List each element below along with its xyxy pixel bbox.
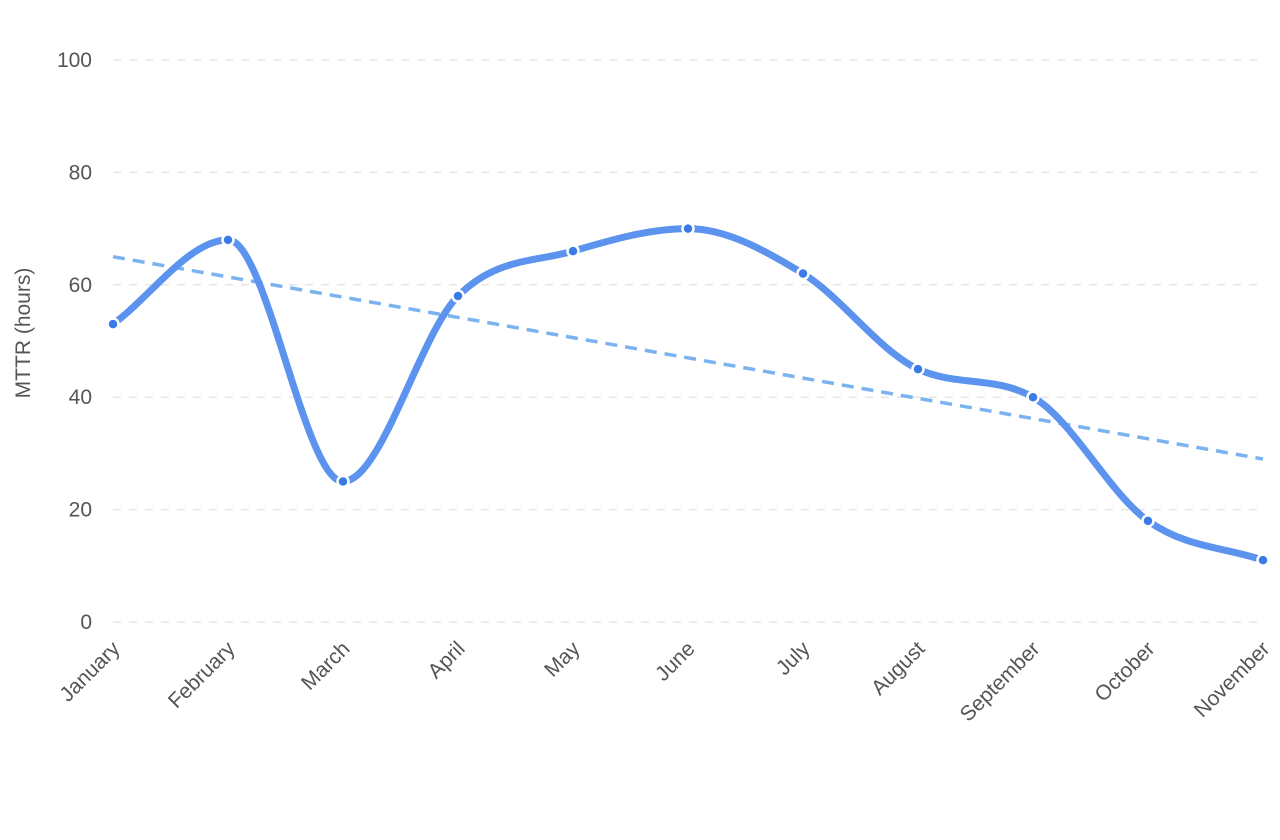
x-tick-label: July <box>772 637 815 680</box>
y-tick-label: 100 <box>57 49 92 72</box>
series-layer <box>109 225 1267 564</box>
data-point <box>911 362 925 376</box>
y-tick-label: 40 <box>69 386 92 409</box>
data-point <box>566 244 580 258</box>
data-point <box>106 317 120 331</box>
data-point <box>221 233 235 247</box>
x-tick-label: May <box>540 637 585 682</box>
x-tick-label: September <box>956 637 1045 726</box>
x-tick-label: January <box>55 637 124 706</box>
series-line <box>109 225 1267 564</box>
grid <box>113 59 1263 623</box>
y-tick-label: 20 <box>69 499 92 522</box>
x-tick-label: April <box>424 637 470 683</box>
x-tick-label: October <box>1090 637 1159 706</box>
x-tick-label: November <box>1190 637 1275 722</box>
x-axis-ticks: January February March April May June July Augu… <box>55 637 1274 726</box>
x-tick-label: August <box>867 637 930 700</box>
y-tick-label: 60 <box>69 274 92 297</box>
data-point <box>1141 514 1155 528</box>
y-tick-label: 0 <box>80 611 92 634</box>
markers <box>106 221 1270 567</box>
y-axis-ticks: 0 20 40 60 80 100 <box>57 49 92 634</box>
data-point <box>451 289 465 303</box>
data-point <box>1256 553 1270 567</box>
y-axis-title: MTTR (hours) <box>12 268 35 399</box>
x-tick-label: March <box>297 637 355 695</box>
y-tick-label: 80 <box>69 161 92 184</box>
trendline-layer <box>112 254 1264 461</box>
x-tick-label: June <box>651 637 699 685</box>
data-point <box>681 221 695 236</box>
x-tick-label: February <box>164 637 240 713</box>
data-point <box>336 474 350 489</box>
data-point <box>796 266 810 281</box>
trendline <box>112 254 1264 461</box>
data-point <box>1026 390 1040 404</box>
